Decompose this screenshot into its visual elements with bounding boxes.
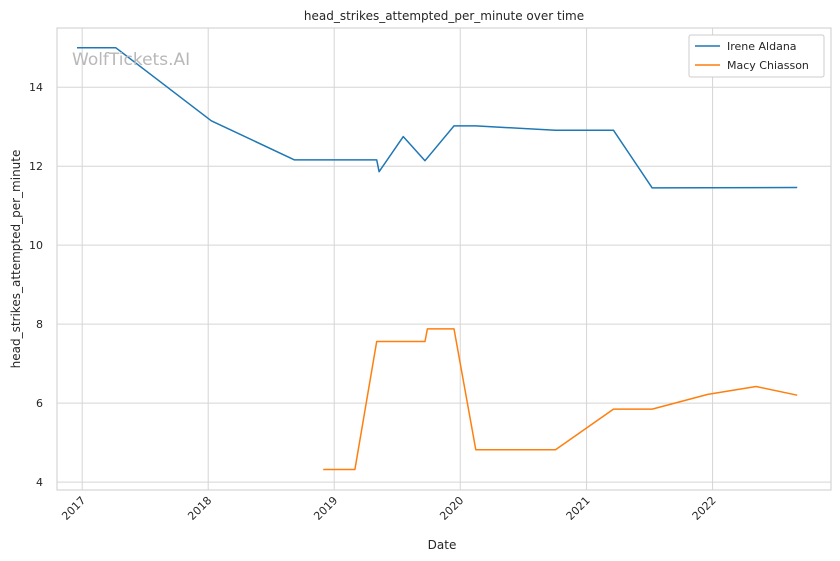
legend: Irene Aldana Macy Chiasson xyxy=(688,34,825,78)
plot-area xyxy=(56,27,832,491)
y-tick-label: 6 xyxy=(36,397,43,410)
y-tick-label: 8 xyxy=(36,318,43,331)
x-tick-label: 2020 xyxy=(437,494,466,523)
legend-label-irene-aldana: Irene Aldana xyxy=(727,40,797,53)
series-line-macy-chiasson xyxy=(323,328,798,471)
grid xyxy=(57,28,831,490)
x-tick-label: 2021 xyxy=(564,494,593,523)
y-axis-ticks: 4 6 8 10 12 14 xyxy=(29,81,43,489)
x-tick-label: 2022 xyxy=(690,494,719,523)
y-tick-label: 12 xyxy=(29,160,43,173)
y-tick-label: 14 xyxy=(29,81,43,94)
series-lines xyxy=(77,46,798,471)
x-axis-ticks: 2017 2018 2019 2020 2021 2022 xyxy=(59,494,718,523)
y-tick-label: 4 xyxy=(36,476,43,489)
x-tick-label: 2018 xyxy=(185,494,214,523)
legend-box xyxy=(688,34,825,78)
x-tick-label: 2017 xyxy=(59,494,88,523)
x-tick-label: 2019 xyxy=(311,494,340,523)
y-tick-label: 10 xyxy=(29,239,43,252)
x-axis-title: Date xyxy=(428,538,457,552)
legend-label-macy-chiasson: Macy Chiasson xyxy=(727,59,809,72)
chart-title: head_strikes_attempted_per_minute over t… xyxy=(304,9,584,23)
y-axis-title: head_strikes_attempted_per_minute xyxy=(9,150,23,369)
series-line-irene-aldana xyxy=(77,46,798,189)
watermark: WolfTickets.AI xyxy=(72,50,190,70)
